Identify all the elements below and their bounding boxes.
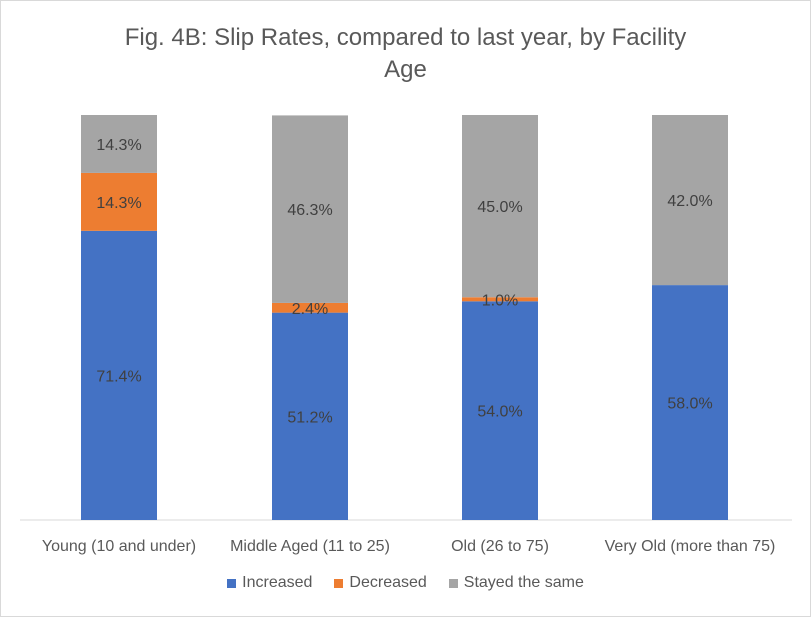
data-label-increased-very-old-more-than-75: 58.0% [667, 396, 712, 413]
bar-increased-very-old-more-than-75 [652, 285, 728, 520]
data-label-increased-middle-aged-11-to-25: 51.2% [287, 409, 332, 426]
bar-stayed-the-same-old-26-to-75 [462, 115, 538, 298]
data-label-decreased-old-26-to-75: 1.0% [482, 292, 518, 309]
bar-stayed-the-same-very-old-more-than-75 [652, 115, 728, 286]
data-labels-group: 71.4% 14.3% 14.3% 51.2% 2.4% 46.3% 54.0% 1.0% 45… [96, 137, 712, 426]
data-label-decreased-middle-aged-11-to-25: 2.4% [292, 301, 328, 318]
x-tick-label-old-26-to-75: Old (26 to 75) [451, 538, 549, 555]
legend-swatch-stayed-the-same [448, 578, 458, 588]
x-tick-label-very-old-more-than-75: Very Old (more than 75) [605, 538, 776, 555]
data-label-increased-old-26-to-75: 54.0% [477, 404, 522, 421]
x-tick-label-middle-aged-11-to-25: Middle Aged (11 to 25) [230, 538, 390, 555]
bar-stayed-the-same-middle-aged-11-to-25 [272, 115, 348, 303]
data-label-stayed-the-same-middle-aged-11-to-25: 46.3% [287, 202, 332, 219]
chart-title-line-1: Fig. 4B: Slip Rates, compared to last ye… [124, 24, 687, 51]
legend-swatch-decreased [334, 578, 344, 588]
data-label-stayed-the-same-young-10-and-under: 14.3% [96, 137, 141, 154]
bar-decreased-young-10-and-under [81, 172, 157, 231]
legend-label-increased: Increased [242, 574, 313, 591]
bar-increased-young-10-and-under [81, 230, 157, 520]
legend-label-stayed-the-same: Stayed the same [463, 574, 584, 591]
bar-decreased-middle-aged-11-to-25 [272, 302, 348, 313]
bars-group [81, 115, 728, 520]
legend: Increased Decreased Stayed the same [0, 574, 811, 592]
chart-title: Fig. 4B: Slip Rates, compared to last ye… [0, 22, 811, 86]
chart-title-line-2: Age [384, 56, 427, 83]
legend-item-increased: Increased [227, 574, 312, 592]
legend-item-stayed-the-same: Stayed the same [448, 574, 584, 592]
data-label-decreased-young-10-and-under: 14.3% [96, 195, 141, 212]
data-label-stayed-the-same-very-old-more-than-75: 42.0% [667, 193, 712, 210]
bar-stayed-the-same-young-10-and-under [81, 115, 157, 173]
x-tick-label-young-10-and-under: Young (10 and under) [42, 538, 196, 555]
legend-swatch-increased [227, 578, 237, 588]
bar-increased-middle-aged-11-to-25 [272, 312, 348, 520]
x-tick-labels-group: Young (10 and under) Middle Aged (11 to 2… [42, 538, 775, 555]
bar-decreased-old-26-to-75 [462, 297, 538, 302]
legend-item-decreased: Decreased [334, 574, 427, 592]
bar-increased-old-26-to-75 [462, 301, 538, 520]
data-label-increased-young-10-and-under: 71.4% [96, 368, 141, 385]
legend-label-decreased: Decreased [349, 574, 427, 591]
data-label-stayed-the-same-old-26-to-75: 45.0% [477, 199, 522, 216]
